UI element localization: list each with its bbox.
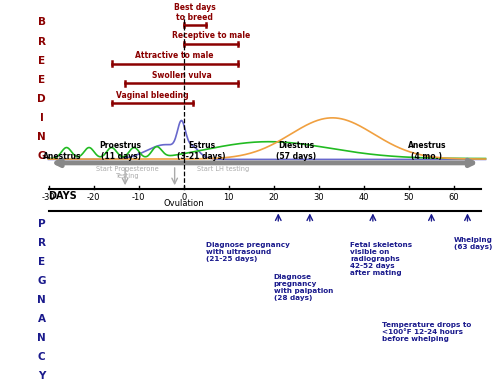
Text: C: C <box>38 352 46 362</box>
Text: N: N <box>38 295 46 305</box>
Text: -30: -30 <box>42 192 56 201</box>
Text: Whelping
(63 days): Whelping (63 days) <box>454 237 493 250</box>
Text: Receptive to male: Receptive to male <box>172 31 250 40</box>
Text: DAYS: DAYS <box>48 192 78 201</box>
Text: 10: 10 <box>224 192 234 201</box>
Text: Diestrus
(57 days): Diestrus (57 days) <box>276 142 316 161</box>
Text: Attractive to male: Attractive to male <box>136 51 214 60</box>
Text: Diagnose pregnancy
with ultrasound
(21-25 days): Diagnose pregnancy with ultrasound (21-2… <box>206 242 290 262</box>
Text: D: D <box>38 94 46 104</box>
Text: Fetal skeletons
visible on
radiographs
42-52 days
after mating: Fetal skeletons visible on radiographs 4… <box>350 242 412 276</box>
Text: E: E <box>38 56 46 65</box>
Text: Start Progesterone
Testing: Start Progesterone Testing <box>96 166 158 179</box>
Text: A: A <box>38 314 46 324</box>
Text: N: N <box>38 333 46 343</box>
Text: -10: -10 <box>132 192 145 201</box>
Text: G: G <box>38 276 46 286</box>
Text: 40: 40 <box>358 192 369 201</box>
Text: Y: Y <box>38 372 46 381</box>
Text: I: I <box>40 113 43 123</box>
Text: Anestrus
(4 mo.): Anestrus (4 mo.) <box>408 142 446 161</box>
Text: -20: -20 <box>87 192 101 201</box>
Text: E: E <box>38 75 46 85</box>
Text: Anestrus: Anestrus <box>43 152 82 161</box>
Text: R: R <box>38 36 46 47</box>
Text: P: P <box>38 219 46 229</box>
Text: Temperature drops to
<100°F 12-24 hours
before whelping: Temperature drops to <100°F 12-24 hours … <box>382 322 471 342</box>
Text: 30: 30 <box>314 192 324 201</box>
Text: Vaginal bleeding: Vaginal bleeding <box>116 91 188 100</box>
Text: 20: 20 <box>268 192 279 201</box>
Text: Diagnose
pregnancy
with palpation
(28 days): Diagnose pregnancy with palpation (28 da… <box>274 274 333 301</box>
Text: Estrus
(3-21 days): Estrus (3-21 days) <box>178 142 226 161</box>
Text: B: B <box>38 18 46 27</box>
Text: R: R <box>38 238 46 248</box>
Text: Swollen vulva: Swollen vulva <box>152 71 212 80</box>
Text: 0: 0 <box>181 192 186 201</box>
Text: N: N <box>38 132 46 142</box>
Text: E: E <box>38 257 46 267</box>
Text: 50: 50 <box>404 192 414 201</box>
Text: G: G <box>38 151 46 161</box>
Text: Start LH testing: Start LH testing <box>197 165 250 172</box>
Text: Proestrus
(11 days): Proestrus (11 days) <box>100 142 141 161</box>
Text: Ovulation: Ovulation <box>164 199 204 208</box>
Text: Best days
to breed: Best days to breed <box>174 2 216 22</box>
Text: 60: 60 <box>448 192 460 201</box>
